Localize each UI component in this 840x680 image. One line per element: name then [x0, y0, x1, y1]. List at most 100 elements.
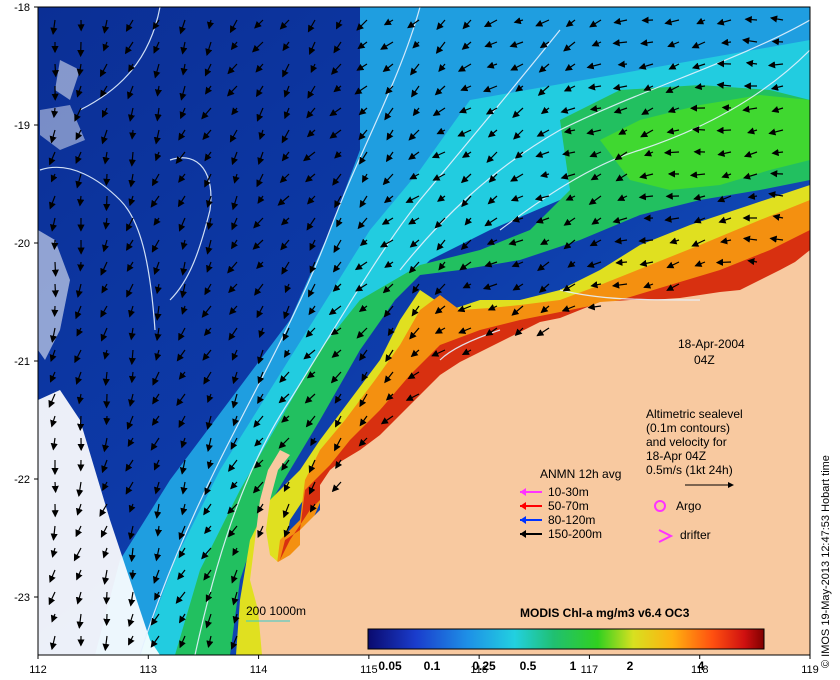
velocity-arrow — [231, 371, 239, 385]
lat-tick-label: -20 — [14, 238, 30, 250]
velocity-arrow — [74, 107, 82, 122]
velocity-arrow — [73, 547, 82, 562]
velocity-arrow — [180, 503, 188, 516]
velocity-arrow — [460, 84, 472, 92]
velocity-arrow — [100, 305, 108, 318]
velocity-arrow — [178, 525, 186, 540]
velocity-arrow — [151, 173, 160, 187]
velocity-arrow — [126, 261, 134, 272]
lon-tick-label: 117 — [581, 664, 599, 676]
anmn-item-label: 80-120m — [548, 513, 595, 527]
velocity-arrow — [330, 63, 342, 75]
argo-label: Argo — [676, 499, 702, 513]
longitude-axis: 112 113 114 115 116 117 118 119 — [29, 655, 819, 676]
velocity-arrow — [436, 127, 446, 135]
velocity-arrow — [589, 239, 602, 247]
velocity-arrow — [48, 151, 56, 166]
velocity-arrow — [512, 215, 524, 223]
velocity-arrow — [331, 349, 342, 358]
velocity-arrow — [359, 393, 368, 408]
velocity-arrow — [336, 19, 343, 30]
velocity-arrow — [307, 85, 316, 99]
velocity-arrow — [180, 41, 188, 55]
velocity-arrow — [385, 151, 394, 163]
lon-tick-label: 114 — [250, 664, 268, 676]
velocity-arrow — [412, 40, 421, 49]
velocity-arrow — [435, 41, 446, 54]
velocity-arrow — [232, 613, 240, 624]
velocity-arrow — [283, 107, 291, 120]
velocity-arrow — [178, 613, 186, 624]
velocity-arrow — [231, 217, 238, 231]
velocity-arrow — [252, 239, 264, 250]
velocity-arrow — [771, 148, 784, 157]
credit-label: © IMOS 19-May-2013 12:47:53 Hobart time — [820, 455, 832, 668]
velocity-arrow — [231, 349, 239, 361]
velocity-arrow — [153, 41, 160, 54]
velocity-arrow — [590, 281, 602, 289]
velocity-arrow — [716, 126, 732, 134]
velocity-arrow — [76, 613, 84, 629]
velocity-arrow — [75, 569, 83, 581]
velocity-arrow — [201, 305, 212, 318]
velocity-arrow — [227, 525, 238, 538]
velocity-arrow — [357, 217, 368, 230]
velocity-arrow — [281, 151, 290, 162]
velocity-arrow — [258, 327, 266, 339]
velocity-arrow — [228, 283, 238, 294]
velocity-arrow — [128, 591, 136, 607]
velocity-arrow — [154, 525, 163, 537]
velocity-arrow — [232, 547, 240, 557]
colorbar-tick-label: 2 — [627, 659, 634, 673]
velocity-arrow — [231, 107, 239, 116]
velocity-arrow — [150, 613, 160, 626]
velocity-arrow — [536, 327, 550, 337]
velocity-arrow — [180, 481, 188, 495]
velocity-arrow — [150, 635, 160, 648]
velocity-arrow — [279, 19, 290, 30]
velocity-arrow — [330, 327, 342, 336]
velocity-arrow — [434, 283, 446, 296]
lon-tick-label: 112 — [29, 664, 47, 676]
velocity-arrow — [459, 261, 472, 271]
velocity-arrow — [483, 85, 498, 93]
velocity-arrow — [179, 635, 186, 649]
velocity-arrow — [536, 129, 550, 137]
velocity-arrow — [666, 261, 680, 269]
velocity-arrow — [231, 393, 239, 409]
velocity-arrow — [411, 305, 420, 317]
velocity-arrow — [696, 17, 706, 25]
velocity-arrow — [335, 459, 343, 469]
velocity-arrow — [128, 547, 136, 563]
bright-green-patch — [600, 95, 810, 190]
velocity-arrow — [257, 393, 264, 405]
velocity-arrow — [283, 525, 291, 538]
velocity-arrow — [408, 217, 420, 225]
velocity-arrow — [50, 525, 58, 541]
velocity-arrow — [303, 349, 316, 360]
velocity-arrow — [203, 371, 212, 385]
velocity-arrow — [408, 129, 420, 141]
velocity-arrow — [509, 40, 524, 48]
colorbar-labels: 0.05 0.1 0.25 0.5 1 2 4 — [378, 659, 704, 673]
velocity-arrow — [591, 217, 602, 225]
velocity-arrow — [49, 371, 57, 383]
velocity-arrow — [537, 261, 550, 272]
velocity-arrow — [721, 171, 732, 179]
velocity-arrow — [229, 129, 238, 143]
velocity-arrow — [431, 349, 446, 357]
velocity-arrow — [643, 281, 654, 289]
velocity-arrow — [565, 194, 576, 201]
velocity-arrow — [586, 128, 602, 136]
velocity-arrow — [666, 127, 680, 135]
velocity-arrow — [228, 459, 238, 472]
velocity-arrow — [75, 173, 83, 189]
velocity-arrow — [75, 503, 83, 516]
velocity-arrow — [227, 503, 238, 515]
velocity-arrow — [125, 481, 134, 495]
velocity-arrow — [176, 393, 186, 407]
velocity-arrow — [75, 151, 82, 164]
velocity-arrow — [253, 459, 264, 469]
velocity-arrow — [486, 238, 498, 245]
velocity-arrow — [329, 107, 342, 117]
